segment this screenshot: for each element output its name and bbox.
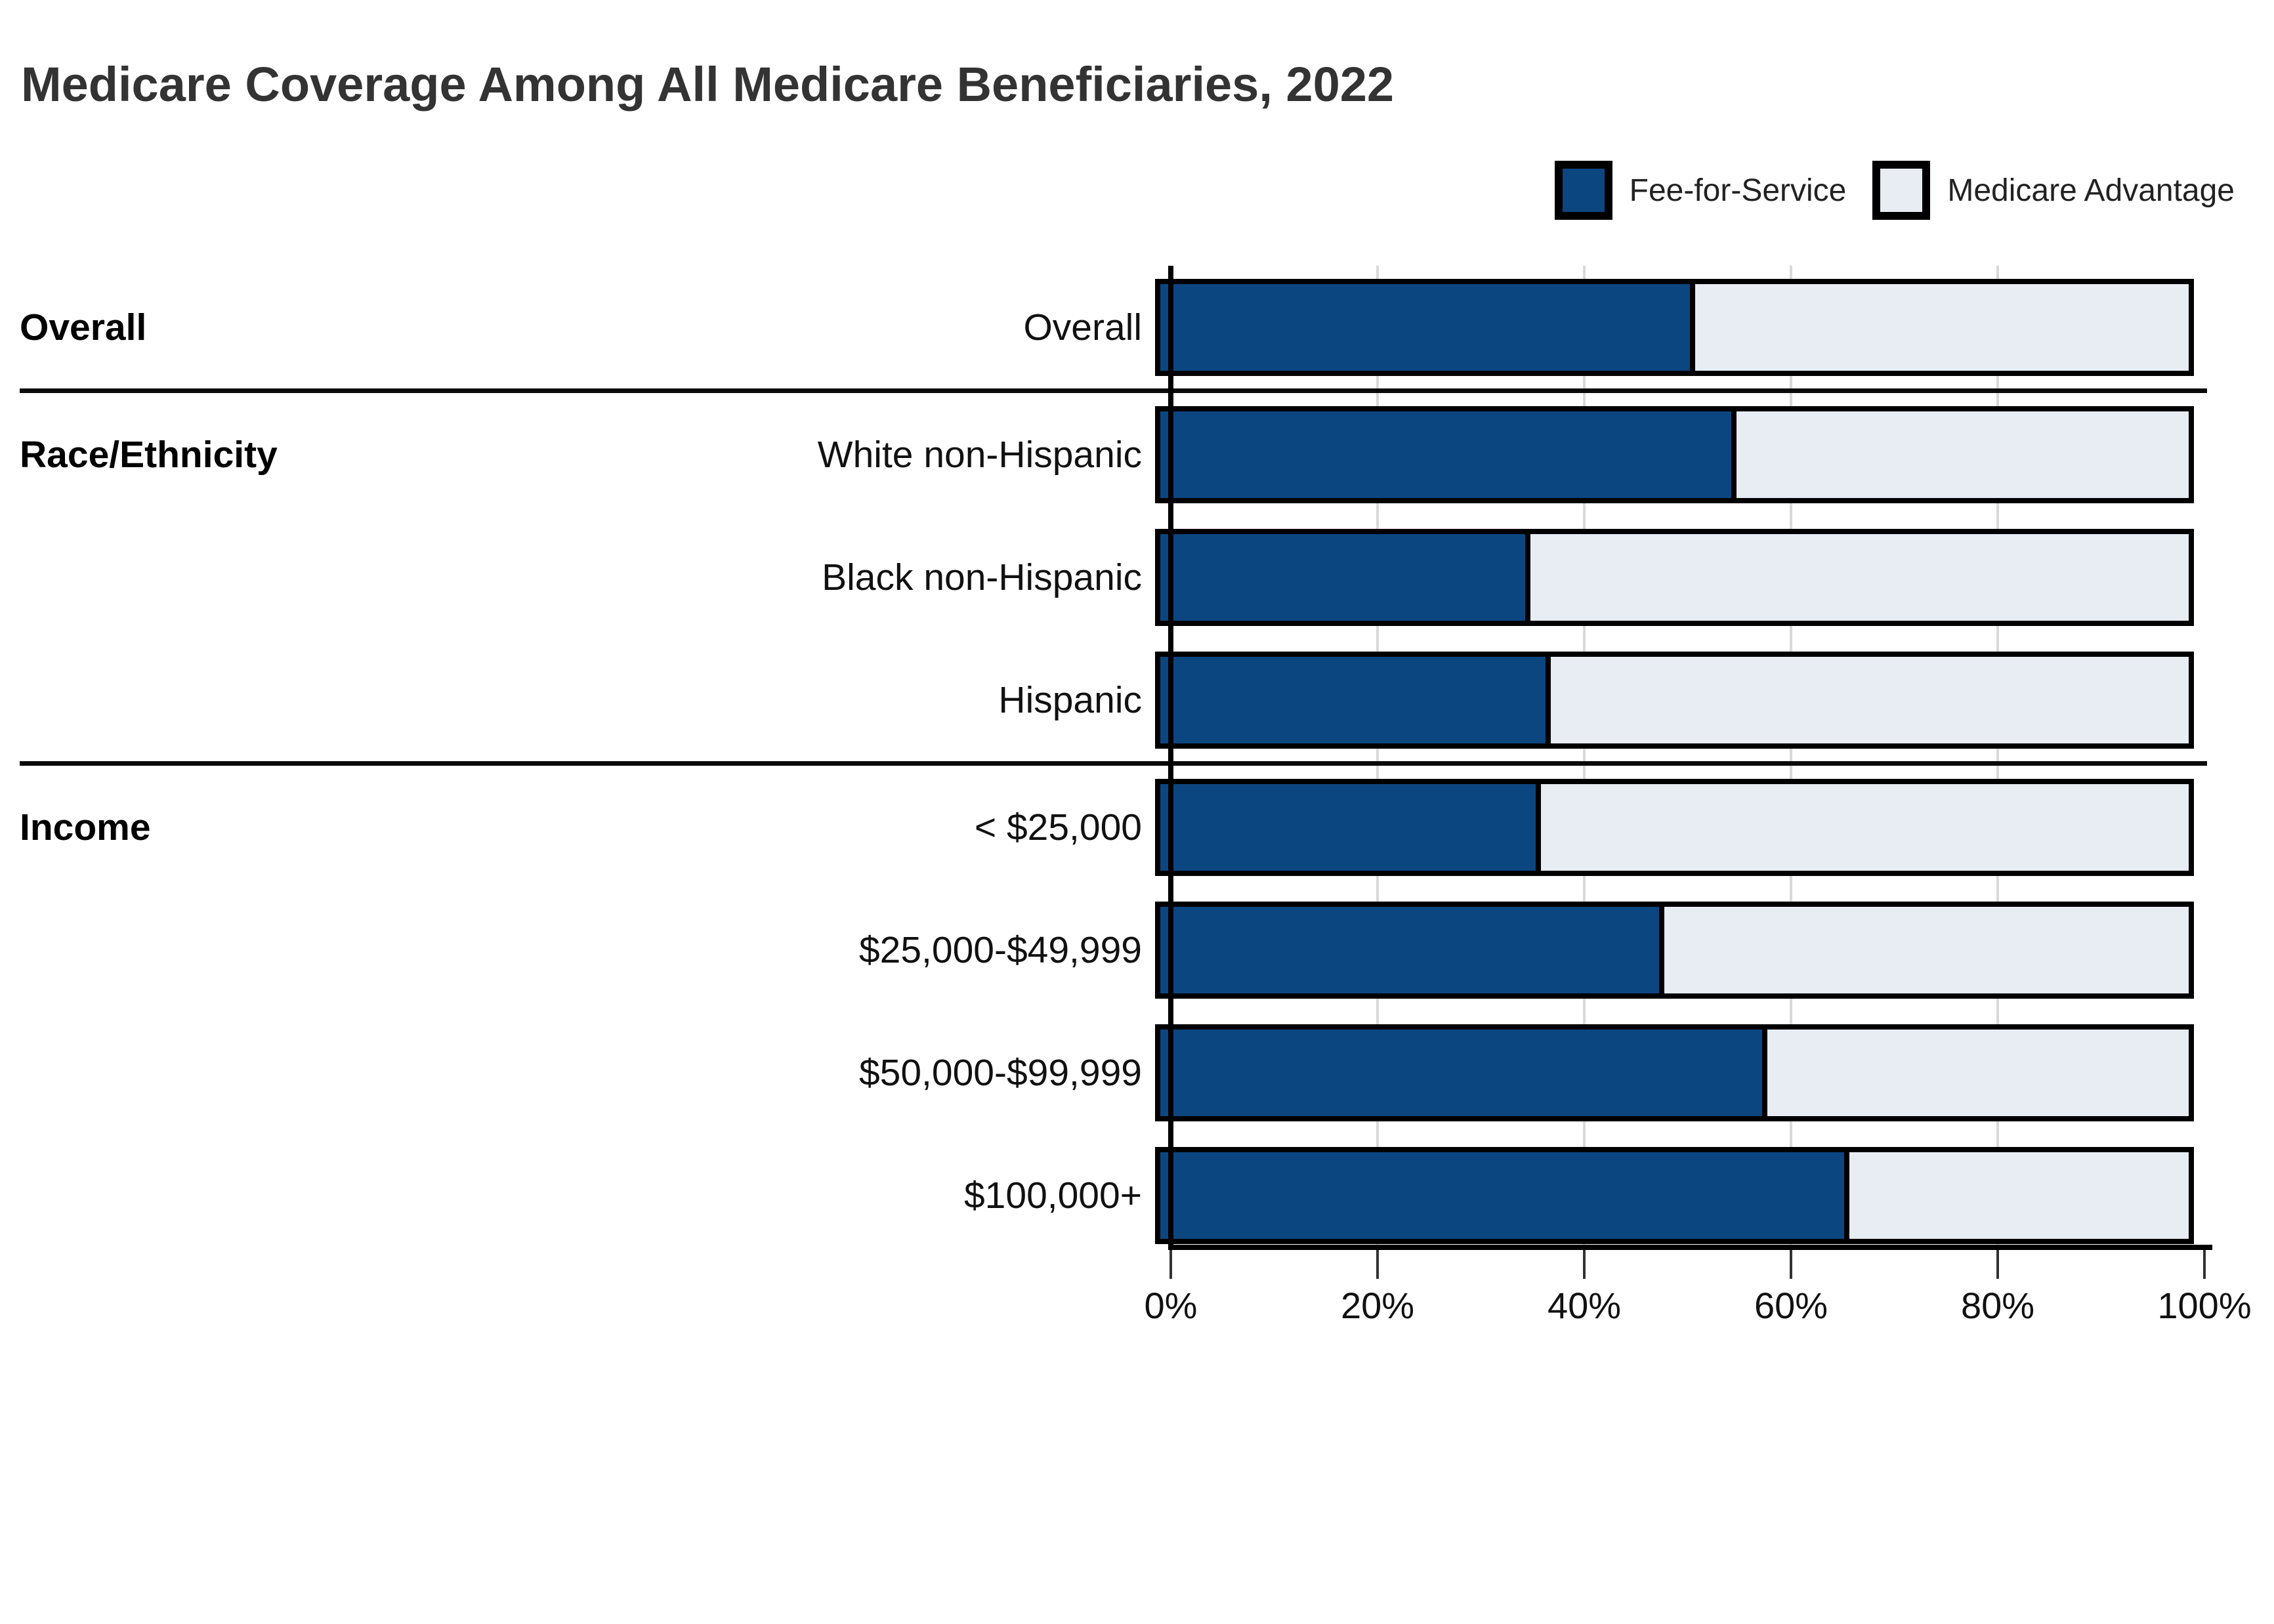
x-axis-tick-label: 80%: [1960, 1285, 2035, 1326]
group-block-race-ethnicity: Race/Ethnicity White non-Hispanic Black no…: [20, 393, 2207, 766]
bar-segment-fee-for-service[interactable]: [1160, 906, 1664, 993]
bar-segment-medicare-advantage[interactable]: [1767, 1029, 2189, 1116]
bar-segment-fee-for-service[interactable]: [1160, 411, 1737, 498]
bar-row: $100,000+: [20, 1134, 2207, 1257]
gridline-40: [1583, 266, 1586, 1247]
bar-segment-medicare-advantage[interactable]: [1849, 1152, 2189, 1239]
bar-row-label: Overall: [1023, 306, 1142, 348]
y-axis-line: [1168, 266, 1173, 1247]
bar-row: $25,000-$49,999: [20, 888, 2207, 1011]
gridline-80: [1996, 266, 1999, 1247]
x-axis-tick: [1996, 1250, 1999, 1279]
bar-segment-medicare-advantage[interactable]: [1530, 533, 2189, 621]
medicare-advantage-swatch-icon: [1872, 161, 1931, 220]
plot-area: Overall Overall Race/Ethnicity White non-Hi…: [20, 266, 2252, 1326]
bar-row: $50,000-$99,999: [20, 1011, 2207, 1134]
x-axis-tick-label: 100%: [2157, 1285, 2252, 1326]
x-axis-tick-label: 0%: [1144, 1285, 1198, 1326]
bar-segment-medicare-advantage[interactable]: [1540, 783, 2189, 871]
stacked-bar: [1155, 1146, 2194, 1244]
legend-item-fee-for-service: Fee-for-Service: [1554, 161, 1847, 220]
x-axis-tick: [1376, 1250, 1379, 1279]
bar-segment-medicare-advantage[interactable]: [1736, 411, 2189, 498]
stacked-bar: [1155, 278, 2194, 376]
x-axis-tick-label: 40%: [1547, 1285, 1622, 1326]
x-axis-tick: [1583, 1250, 1586, 1279]
bar-segment-fee-for-service[interactable]: [1160, 656, 1551, 743]
bar-row: Overall Overall: [20, 266, 2207, 388]
group-label: Overall: [20, 306, 147, 348]
bar-row: Hispanic: [20, 638, 2207, 761]
stacked-bar: [1155, 901, 2194, 999]
fee-for-service-swatch-icon: [1554, 161, 1612, 220]
gridline-60: [1790, 266, 1792, 1247]
x-axis-line: [1168, 1245, 2212, 1250]
bar-row-label: Hispanic: [998, 678, 1142, 721]
stacked-bar: [1155, 1024, 2194, 1121]
bar-row-label: White non-Hispanic: [817, 433, 1142, 476]
group-block-income: Income < $25,000 $25,000-$49,999 $50,000-$9…: [20, 766, 2207, 1257]
bar-segment-medicare-advantage[interactable]: [1551, 656, 2189, 743]
bar-groups: Overall Overall Race/Ethnicity White non-Hi…: [20, 266, 2207, 1257]
gridline-20: [1376, 266, 1379, 1247]
x-axis-tick-label: 20%: [1340, 1285, 1415, 1326]
stacked-bar: [1155, 406, 2194, 503]
bar-row: Income < $25,000: [20, 766, 2207, 888]
bar-row-label: Black non-Hispanic: [822, 556, 1142, 598]
grid-layer: [1168, 266, 2207, 1247]
bar-segment-fee-for-service[interactable]: [1160, 533, 1531, 621]
x-axis-tick: [1790, 1250, 1792, 1279]
group-label: Income: [20, 806, 151, 848]
stacked-bar: [1155, 651, 2194, 749]
bar-segment-medicare-advantage[interactable]: [1695, 283, 2189, 371]
bar-segment-fee-for-service[interactable]: [1160, 1152, 1849, 1239]
bar-segment-fee-for-service[interactable]: [1160, 283, 1695, 371]
x-axis-tick-label: 60%: [1754, 1285, 1828, 1326]
legend-label: Medicare Advantage: [1947, 173, 2235, 208]
bar-segment-fee-for-service[interactable]: [1160, 783, 1541, 871]
chart-title: Medicare Coverage Among All Medicare Ben…: [21, 56, 1395, 112]
legend: Fee-for-Service Medicare Advantage: [1529, 157, 2235, 223]
group-label: Race/Ethnicity: [20, 433, 278, 476]
bar-row-label: < $25,000: [974, 806, 1142, 848]
legend-item-medicare-advantage: Medicare Advantage: [1872, 161, 2235, 220]
legend-label: Fee-for-Service: [1629, 173, 1847, 208]
bar-segment-medicare-advantage[interactable]: [1664, 906, 2189, 993]
bar-row-label: $100,000+: [963, 1174, 1142, 1217]
stacked-bar: [1155, 528, 2194, 626]
stacked-bar: [1155, 778, 2194, 876]
group-block-overall: Overall Overall: [20, 266, 2207, 393]
bar-row: Black non-Hispanic: [20, 516, 2207, 638]
bar-segment-fee-for-service[interactable]: [1160, 1029, 1767, 1116]
x-axis-tick: [1169, 1250, 1172, 1279]
bar-row-label: $25,000-$49,999: [858, 928, 1142, 971]
bar-row: Race/Ethnicity White non-Hispanic: [20, 393, 2207, 516]
x-axis-tick: [2203, 1250, 2206, 1279]
bar-row-label: $50,000-$99,999: [858, 1051, 1142, 1094]
